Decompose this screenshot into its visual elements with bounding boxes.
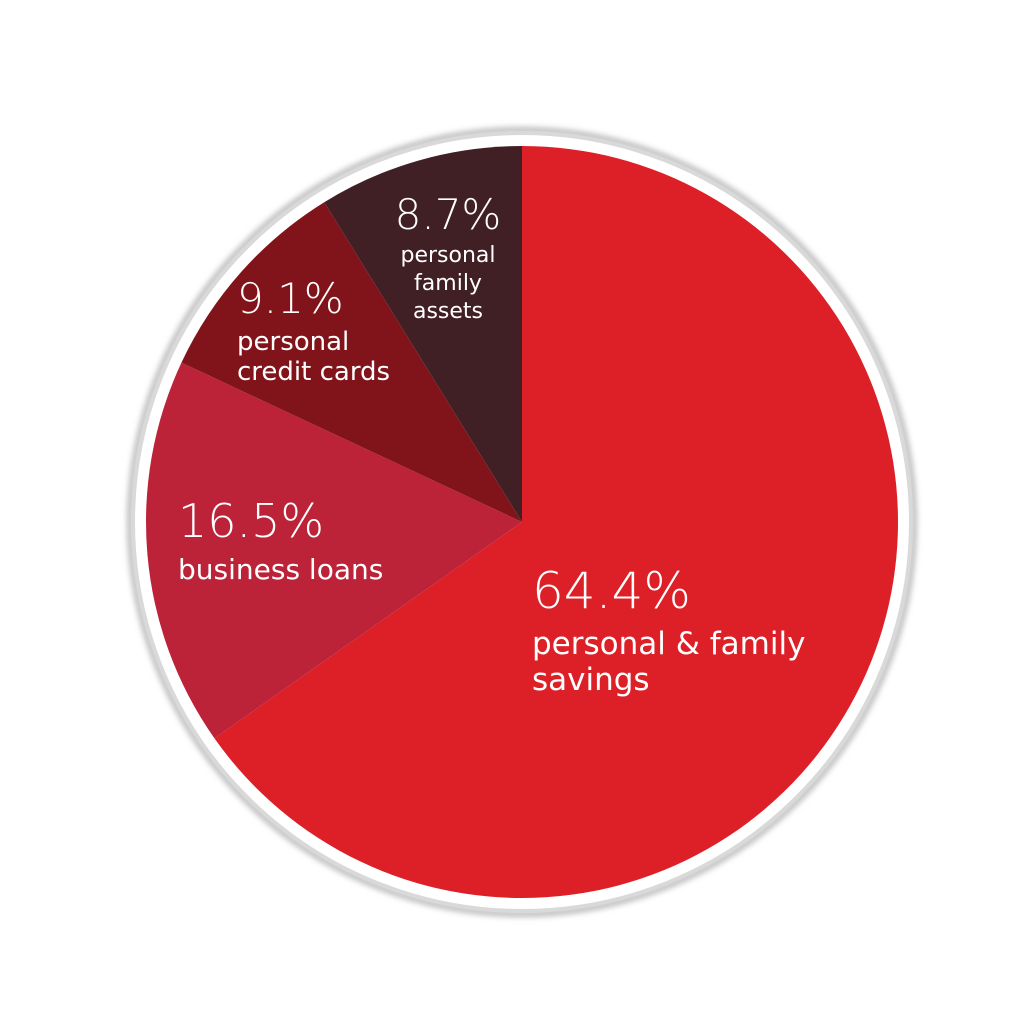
slice-percent-label: 16.5%: [178, 494, 324, 548]
slice-label-4: 8.7% personal family assets: [395, 190, 502, 324]
slice-percent-label: 8.7%: [395, 190, 502, 239]
slice-percent-label: 9.1%: [237, 274, 344, 323]
pie-outer-ring-shadow: [127, 127, 917, 917]
slice-category-label: savings: [532, 662, 650, 698]
slice-category-label: business loans: [178, 553, 383, 586]
pie-slice-2: [145, 362, 522, 739]
pie-slice-3: [181, 202, 522, 523]
slice-category-label: personal: [237, 327, 349, 357]
pie-slice-1: [214, 146, 898, 898]
pie-slices: [145, 146, 898, 898]
slice-category-label: personal: [400, 243, 495, 268]
slice-percent-label: 64.4%: [532, 562, 691, 620]
slice-category-label: credit cards: [237, 357, 390, 387]
slice-category-label: assets: [413, 299, 483, 324]
pie-slice-4: [324, 146, 522, 522]
slice-category-label: family: [414, 271, 482, 296]
slice-category-label: personal & family: [532, 626, 805, 662]
slice-label-2: 16.5% business loans: [178, 494, 383, 586]
